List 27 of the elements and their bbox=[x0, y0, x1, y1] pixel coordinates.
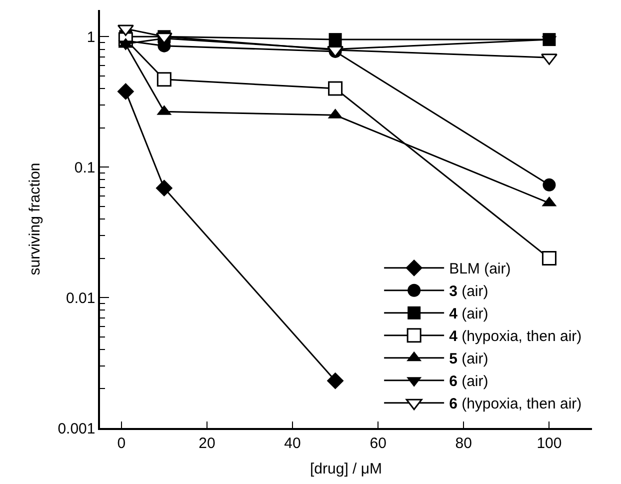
legend-label: 4 (air) bbox=[449, 306, 488, 323]
legend-label: BLM (air) bbox=[449, 260, 511, 278]
x-tick-label: 0 bbox=[117, 434, 126, 452]
x-tick-label: 80 bbox=[455, 434, 472, 452]
point bbox=[326, 372, 344, 390]
y-tick-label: 0.001 bbox=[58, 420, 96, 438]
x-tick-label: 20 bbox=[198, 434, 216, 452]
point bbox=[328, 81, 343, 96]
point bbox=[328, 33, 342, 46]
y-tick-label: 0.1 bbox=[74, 159, 96, 176]
y-axis-title: surviving fraction bbox=[26, 162, 44, 276]
legend-label: 4 (hypoxia, then air) bbox=[449, 328, 582, 346]
legend-label: 5 (air) bbox=[449, 350, 488, 368]
y-tick-label: 0.01 bbox=[66, 290, 96, 307]
point bbox=[542, 251, 556, 266]
point bbox=[156, 72, 172, 87]
x-axis-title: [drug] / μM bbox=[310, 460, 382, 478]
x-tick-label: 60 bbox=[370, 434, 386, 452]
point bbox=[542, 178, 556, 192]
y-tick-label: 1 bbox=[86, 28, 96, 46]
legend-label: 6 (hypoxia, then air) bbox=[449, 396, 582, 413]
legend-label: 6 (air) bbox=[449, 373, 488, 390]
x-tick-label: 100 bbox=[536, 434, 562, 452]
x-tick-label: 40 bbox=[284, 434, 301, 452]
legend-label: 3 (air) bbox=[449, 283, 488, 300]
point bbox=[117, 83, 134, 100]
point bbox=[156, 180, 173, 197]
